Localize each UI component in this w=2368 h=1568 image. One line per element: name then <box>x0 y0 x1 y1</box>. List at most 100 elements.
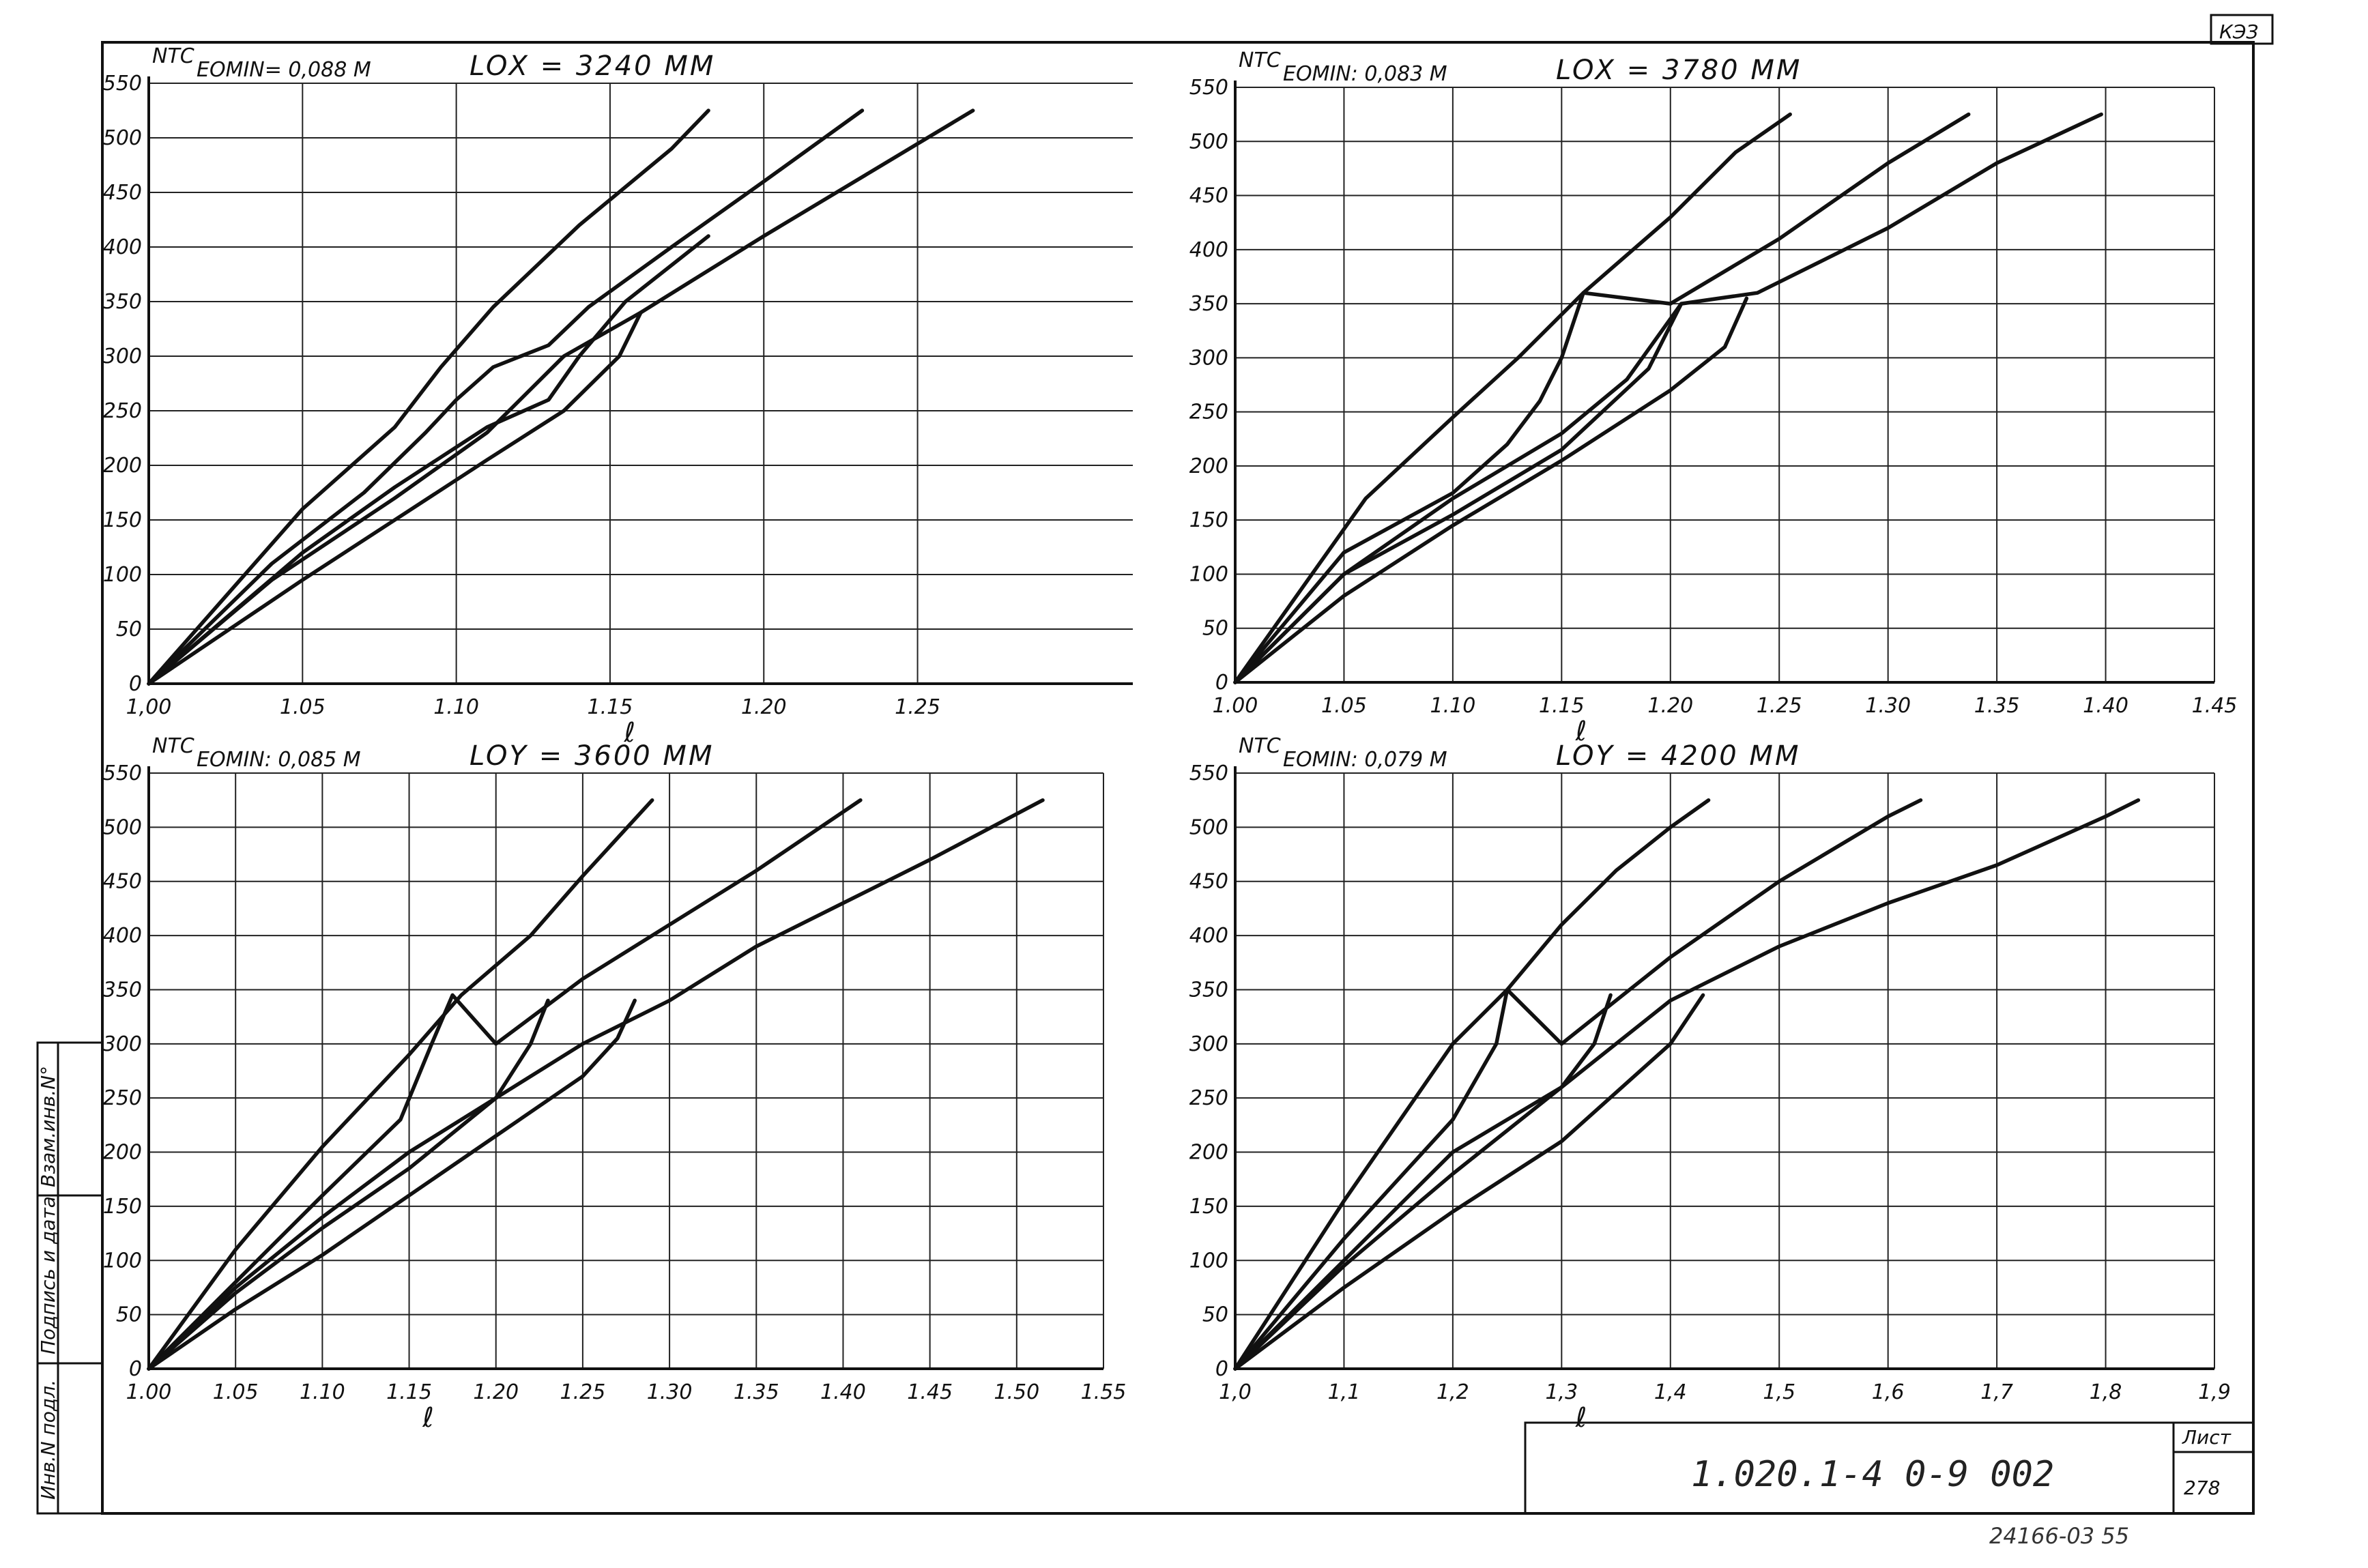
y-tick-label: 550 <box>1189 76 1228 100</box>
x-axis-label: ℓ <box>422 1402 434 1434</box>
y-tick-label: 250 <box>1189 401 1228 424</box>
series-line-2 <box>1233 798 1923 1371</box>
series-line-3 <box>147 108 975 686</box>
x-tick-label: 1.05 <box>280 695 326 719</box>
sheet-frame <box>101 41 2255 1515</box>
chart-lox-3240: 0 50 100 150 200 250 300 350 400 450 500 550 1,00 1.0… <box>103 44 1133 749</box>
stamp-sheet-label: Лист <box>2182 1426 2232 1449</box>
y-tick-label: 400 <box>103 924 142 948</box>
series-line-4 <box>1233 993 1613 1371</box>
y-tick-label: 200 <box>1189 1141 1228 1165</box>
y-tick-label: 300 <box>103 345 142 368</box>
x-tick-label: 1.55 <box>1081 1380 1127 1404</box>
chart-lox-3780: 0 50 100 150 200 250 300 350 400 450 500 550 1.00 1.0… <box>1189 48 2238 747</box>
stamp-sheet-number: 278 <box>2184 1477 2220 1499</box>
x-tick-label: 1.20 <box>1647 694 1693 718</box>
series-line-1 <box>1233 798 1711 1371</box>
y-tick-label: 0 <box>1215 671 1228 695</box>
length-label: LOY = 3600 MM <box>470 740 714 772</box>
y-axis-label: NTC <box>152 44 194 68</box>
y-tick-label: 550 <box>1189 761 1228 785</box>
x-tick-label: 1,1 <box>1328 1380 1361 1404</box>
y-tick-label: 250 <box>103 399 142 423</box>
y-tick-label: 0 <box>1215 1357 1228 1381</box>
x-tick-label: 1.45 <box>907 1380 953 1404</box>
y-tick-label: 400 <box>1189 924 1228 948</box>
x-tick-label: 1,7 <box>1980 1380 2013 1404</box>
x-tick-label: 1.40 <box>820 1380 866 1404</box>
y-axis-label: NTC <box>1239 48 1281 72</box>
y-tick-label: 250 <box>1189 1086 1228 1110</box>
y-tick-label: 450 <box>1189 870 1228 894</box>
side-strip: Инв.N подл. Подпись и дата Взам.инв.N° <box>36 1041 104 1515</box>
emin-label: EOMIN= 0,088 M <box>197 58 371 82</box>
x-tick-label: 1.50 <box>994 1380 1039 1404</box>
x-tick-label: 1.20 <box>741 695 787 719</box>
y-axis-label: NTC <box>1239 734 1281 758</box>
series-line-4 <box>147 998 550 1371</box>
x-tick-label: 1.20 <box>473 1380 519 1404</box>
archive-number: 24166-03 55 <box>1989 1523 2129 1549</box>
series-line-1 <box>147 108 710 686</box>
x-tick-label: 1,5 <box>1763 1380 1795 1404</box>
series-line-3 <box>1233 112 2103 684</box>
series-line-3 <box>1233 798 2141 1371</box>
series-line-3 <box>147 798 1045 1371</box>
emin-label: EOMIN: 0,079 M <box>1283 748 1447 772</box>
x-tick-label: 1.00 <box>1213 694 1258 718</box>
series-line-2 <box>147 108 865 686</box>
y-tick-label: 400 <box>1189 238 1228 262</box>
y-tick-label: 50 <box>1202 1303 1228 1327</box>
side-label-signature: Подпись и дата <box>37 1196 59 1354</box>
y-tick-label: 200 <box>103 454 142 478</box>
x-tick-label: 1.25 <box>895 695 940 719</box>
x-tick-label: 1.15 <box>386 1380 432 1404</box>
series-line-1 <box>1233 112 1792 684</box>
length-label: LOX = 3240 MM <box>470 50 715 82</box>
length-label: LOY = 4200 MM <box>1556 740 1800 772</box>
x-axis-label: ℓ <box>624 717 636 749</box>
x-tick-label: 1,00 <box>126 695 172 719</box>
y-tick-label: 500 <box>1189 130 1228 154</box>
x-tick-label: 1.25 <box>1757 694 1802 718</box>
x-axis-label: ℓ <box>1575 716 1587 747</box>
y-tick-label: 200 <box>103 1141 142 1165</box>
x-tick-label: 1,6 <box>1872 1380 1905 1404</box>
x-tick-label: 1.45 <box>2192 694 2238 718</box>
y-tick-label: 150 <box>1189 1195 1228 1219</box>
x-tick-label: 1.10 <box>300 1380 345 1404</box>
y-tick-label: 150 <box>103 1195 142 1219</box>
y-tick-label: 150 <box>103 508 142 532</box>
y-tick-label: 350 <box>103 290 142 314</box>
y-tick-label: 100 <box>1189 1249 1228 1273</box>
y-tick-label: 0 <box>129 672 142 696</box>
y-tick-label: 50 <box>116 618 142 641</box>
x-tick-label: 1,3 <box>1545 1380 1578 1404</box>
x-tick-label: 1.30 <box>1865 694 1911 718</box>
y-tick-label: 300 <box>103 1032 142 1056</box>
y-tick-label: 450 <box>103 181 142 205</box>
side-label-inventory: Инв.N подл. <box>37 1380 59 1500</box>
series-line-5 <box>147 998 637 1371</box>
series-line-1 <box>147 798 654 1371</box>
series-line-2 <box>147 798 863 1371</box>
x-tick-label: 1.00 <box>126 1380 172 1404</box>
y-tick-label: 50 <box>1202 617 1228 641</box>
x-tick-label: 1.15 <box>588 695 633 719</box>
y-tick-label: 100 <box>103 563 142 587</box>
x-tick-label: 1.15 <box>1539 694 1585 718</box>
y-tick-label: 350 <box>103 978 142 1002</box>
y-tick-label: 500 <box>103 815 142 839</box>
x-tick-label: 1,4 <box>1654 1380 1687 1404</box>
x-tick-label: 1.10 <box>433 695 479 719</box>
x-tick-label: 1,0 <box>1219 1380 1252 1404</box>
x-tick-label: 1.25 <box>560 1380 606 1404</box>
y-tick-label: 300 <box>1189 346 1228 370</box>
chart-loy-4200: 0 50 100 150 200 250 300 350 400 450 500 550 1,0 1,1 1… <box>1189 734 2231 1434</box>
chart-loy-3600: 0 50 100 150 200 250 300 350 400 450 500 550 1.00 1.0… <box>103 734 1127 1434</box>
y-tick-label: 200 <box>1189 454 1228 478</box>
y-tick-label: 250 <box>103 1086 142 1110</box>
y-tick-label: 500 <box>1189 815 1228 839</box>
side-label-replacement: Взам.инв.N° <box>37 1066 59 1187</box>
emin-label: EOMIN: 0,085 M <box>197 748 361 772</box>
